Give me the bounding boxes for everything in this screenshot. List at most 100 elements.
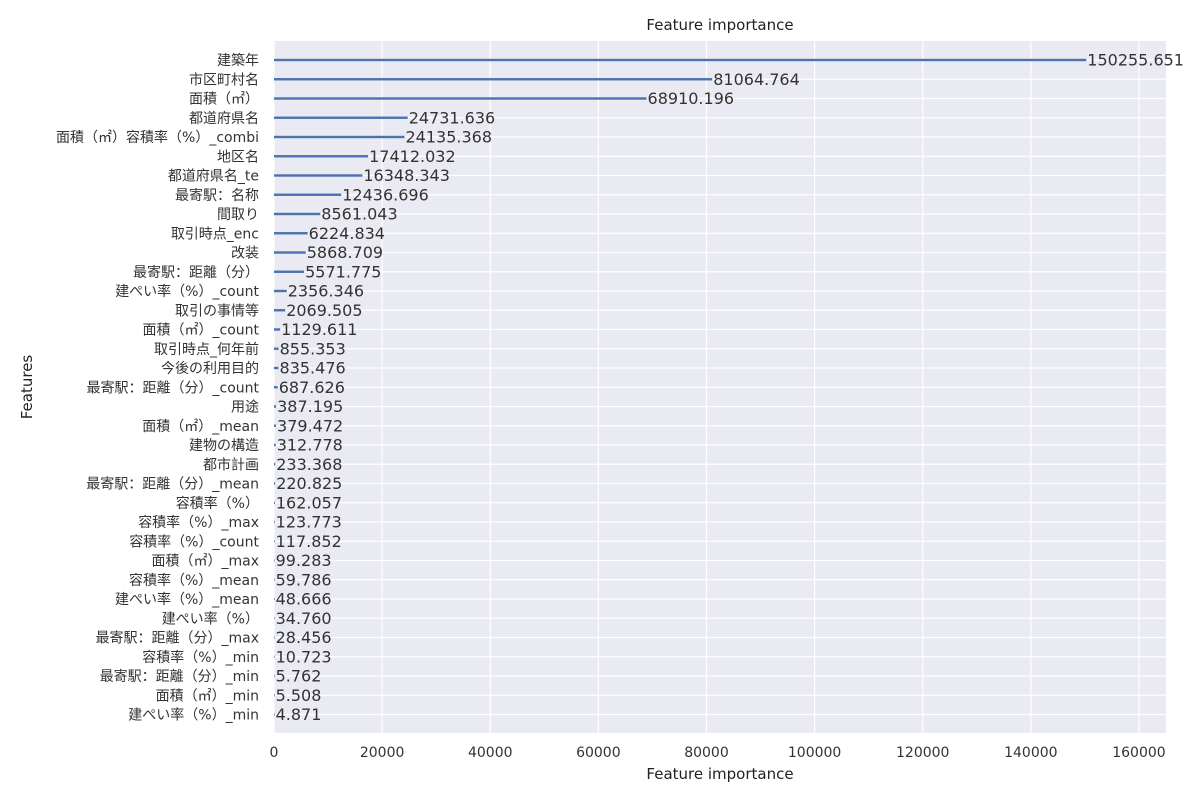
y-tick-label: 地区名 [217, 149, 259, 165]
value-label: 123.773 [276, 513, 342, 532]
bar [274, 559, 275, 562]
value-label: 233.368 [276, 455, 342, 474]
y-tick-label: 市区町村名 [189, 71, 259, 88]
bar [274, 212, 321, 216]
bar [274, 289, 287, 293]
y-tick-label: 建ぺい率（%）_count [115, 283, 259, 300]
value-label: 2069.505 [286, 301, 362, 320]
value-label: 387.195 [277, 397, 343, 416]
x-axis-title: Feature importance [646, 765, 793, 783]
x-tick-label: 140000 [1004, 745, 1057, 761]
bar [274, 636, 275, 639]
value-label: 220.825 [276, 474, 342, 493]
bar [274, 174, 363, 177]
y-tick-label: 容積率（%）_max [138, 514, 259, 531]
bar [274, 501, 275, 504]
y-tick-label: 都市計画 [203, 456, 259, 473]
y-tick-label: 間取り [217, 207, 259, 223]
value-label: 5571.775 [305, 262, 381, 281]
value-label: 6224.834 [309, 224, 385, 243]
x-tick-label: 120000 [896, 745, 949, 761]
x-tick-label: 80000 [684, 745, 729, 761]
value-label: 81064.764 [713, 70, 800, 89]
y-tick-label: 建ぺい率（%）_min [128, 707, 259, 724]
x-tick-label: 160000 [1112, 745, 1165, 761]
value-label: 48.666 [276, 590, 332, 609]
y-tick-label: 最寄駅：距離（分）_count [87, 379, 260, 396]
y-tick-label: 都道府県名 [189, 111, 259, 127]
y-tick-label: 取引時点_何年前 [154, 341, 259, 358]
y-tick-label: 面積（㎡）_min [156, 688, 259, 704]
bar [274, 405, 277, 408]
x-tick-label: 0 [270, 745, 279, 761]
bars [274, 58, 1087, 716]
value-label: 5.508 [276, 686, 322, 705]
x-tick-label: 20000 [360, 745, 405, 761]
y-tick-label: 建物の構造 [189, 438, 259, 454]
x-tick-label: 100000 [788, 745, 841, 761]
y-tick-label: 容積率（%）_min [142, 649, 259, 666]
value-label: 34.760 [276, 609, 332, 628]
value-label: 28.456 [276, 628, 332, 647]
value-label: 10.723 [276, 647, 332, 666]
bar [274, 193, 342, 196]
bar [274, 617, 275, 620]
bar [274, 540, 275, 543]
value-label: 68910.196 [648, 89, 735, 108]
bar [274, 155, 369, 158]
value-label: 687.626 [279, 378, 345, 397]
bar [274, 366, 279, 370]
value-label: 312.778 [277, 436, 343, 455]
x-tick-label: 60000 [576, 745, 621, 761]
value-label: 150255.651 [1087, 51, 1184, 70]
y-tick-label: 最寄駅：距離（分）_max [95, 630, 259, 647]
bar [274, 270, 305, 273]
bar [274, 674, 275, 678]
y-tick-label: 面積（㎡）_mean [142, 419, 259, 435]
bar [274, 597, 275, 601]
bar [274, 309, 286, 312]
bar [274, 578, 275, 581]
y-tick-label: 面積（㎡）_max [151, 554, 259, 570]
value-label: 24135.368 [405, 128, 492, 147]
value-label: 379.472 [277, 416, 343, 435]
bar [274, 251, 306, 254]
y-tick-label: 面積（㎡）_count [143, 323, 260, 339]
value-label: 117.852 [276, 532, 342, 551]
value-label: 1129.611 [281, 320, 357, 339]
y-tick-label: 用途 [231, 399, 259, 416]
y-tick-label: 容積率（%）_count [129, 533, 259, 550]
bar [274, 232, 308, 235]
y-tick-label: 都道府県名_te [168, 169, 259, 185]
value-label: 12436.696 [342, 185, 429, 204]
y-tick-label: 建築年 [217, 53, 259, 69]
bar [274, 482, 276, 485]
y-tick-label: 最寄駅：距離（分）_mean [86, 476, 259, 493]
bar [274, 135, 405, 139]
value-label: 24731.636 [409, 108, 496, 127]
y-tick-label: 面積（㎡）容積率（%）_combi [56, 129, 259, 146]
value-label: 59.786 [276, 570, 332, 589]
bar [274, 424, 277, 427]
value-label: 5868.709 [307, 243, 383, 262]
bar [274, 328, 281, 331]
y-tick-label: 取引の事情等 [175, 302, 259, 319]
y-axis-title: Features [18, 355, 36, 420]
value-label: 2356.346 [288, 282, 364, 301]
value-label: 162.057 [276, 493, 342, 512]
x-tick-label: 40000 [468, 745, 513, 761]
chart-title: Feature importance [646, 16, 793, 34]
bar [274, 463, 276, 466]
y-tick-label: 今後の利用目的 [161, 361, 259, 377]
bar [274, 520, 275, 524]
value-label: 835.476 [280, 359, 346, 378]
value-label: 16348.343 [363, 166, 450, 185]
x-tick-labels: 0 20000 40000 60000 80000 100000 120000 140000 1… [270, 745, 1166, 761]
y-tick-label: 容積率（%）_mean [129, 572, 259, 589]
bar [274, 97, 647, 100]
bar [274, 694, 275, 697]
value-label: 5.762 [276, 667, 322, 686]
